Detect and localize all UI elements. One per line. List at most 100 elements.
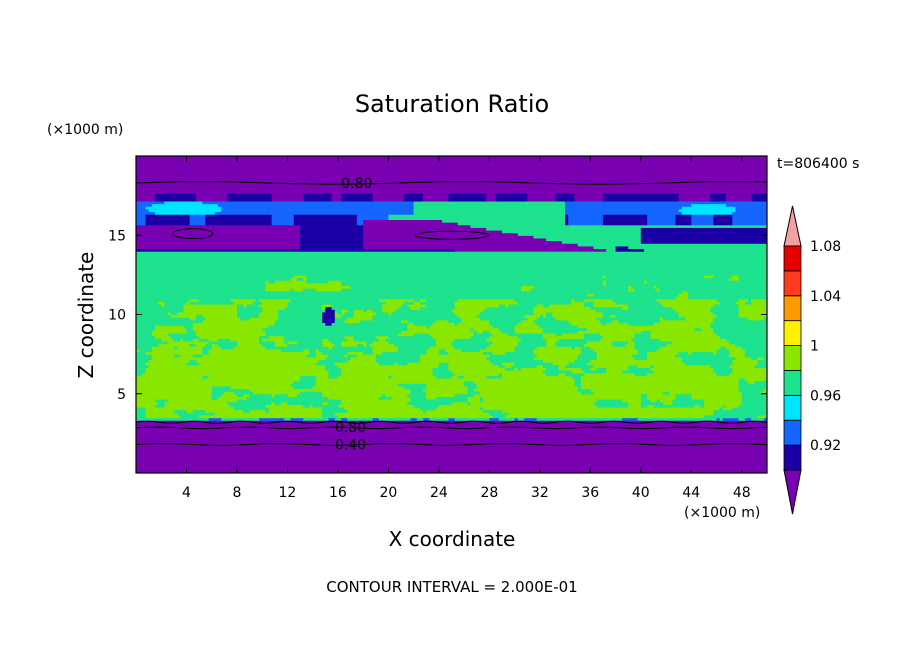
field-cell: [662, 317, 686, 321]
field-cell: [732, 406, 767, 411]
field-cell: [151, 354, 175, 358]
field-cell: [684, 317, 714, 321]
field-cell: [533, 348, 582, 353]
field-cell: [454, 311, 481, 316]
field-cell: [410, 388, 424, 392]
field-cell: [136, 274, 295, 279]
field-cell: [479, 396, 484, 400]
field-cell: [429, 332, 475, 337]
field-cell: [164, 200, 203, 205]
field-cell: [136, 156, 767, 160]
contour-labels: 0.800.800.40: [335, 176, 372, 454]
field-cell: [640, 396, 648, 400]
field-cell: [713, 369, 733, 374]
field-cell: [448, 192, 487, 197]
field-cell: [514, 325, 541, 329]
field-cell: [136, 441, 767, 445]
field-cell: [631, 285, 655, 289]
field-cell: [309, 351, 317, 355]
field-cell: [713, 311, 740, 316]
field-cell: [656, 399, 661, 403]
field-cell: [662, 391, 670, 395]
field-cell: [341, 195, 374, 199]
field-cell: [255, 298, 260, 302]
field-cell: [136, 293, 588, 297]
field-cell: [621, 399, 642, 403]
field-cell: [331, 306, 383, 310]
field-cell: [136, 195, 156, 199]
x-tick-label: 16: [329, 485, 347, 501]
field-cell: [136, 417, 210, 421]
field-cell: [397, 346, 431, 350]
field-cell: [511, 364, 538, 368]
field-cell: [489, 319, 522, 324]
field-cell: [473, 393, 642, 397]
field-cell: [479, 399, 484, 403]
field-cell: [136, 264, 767, 268]
x-axis-ticks: 4 8 12 16 20 24 28 32 36 40 44 48: [182, 156, 751, 501]
field-cell: [391, 375, 437, 379]
field-cell: [334, 309, 342, 313]
field-cell: [136, 303, 162, 308]
field-cell: [388, 214, 566, 218]
field-cell: [372, 192, 405, 197]
field-cell: [410, 399, 468, 403]
field-cell: [277, 317, 323, 321]
field-cell: [675, 396, 692, 400]
field-cell: [303, 348, 311, 353]
field-cell: [732, 369, 767, 374]
field-cell: [596, 404, 629, 408]
field-cell: [265, 409, 270, 413]
field-cell: [748, 380, 755, 384]
field-cell: [281, 401, 289, 405]
field-cell: [634, 343, 667, 347]
field-cell: [542, 335, 585, 339]
field-cell: [341, 417, 348, 421]
colorbar-swatch: [783, 345, 802, 371]
field-cell: [473, 332, 494, 337]
field-cell: [555, 192, 576, 197]
field-cell: [486, 198, 497, 202]
field-cell: [460, 348, 481, 353]
field-cell: [423, 195, 449, 199]
field-cell: [136, 232, 301, 236]
field-cell: [136, 467, 767, 471]
field-cell: [621, 306, 629, 310]
field-cell: [580, 385, 740, 390]
field-cell: [205, 343, 213, 347]
field-cell: [602, 192, 680, 197]
field-cell: [413, 298, 421, 302]
field-cell: [558, 372, 566, 376]
field-cell: [328, 346, 333, 350]
field-cell: [353, 338, 380, 342]
field-cell: [489, 330, 503, 334]
field-cell: [183, 303, 238, 308]
field-cell: [148, 208, 222, 213]
field-cell: [716, 332, 767, 337]
field-cell: [634, 288, 658, 292]
field-cell: [713, 327, 767, 331]
field-cell: [514, 298, 572, 302]
field-cell: [136, 285, 266, 289]
field-cell: [744, 348, 767, 353]
field-cell: [681, 211, 733, 215]
field-cell: [489, 322, 519, 326]
field-cell: [227, 401, 273, 405]
field-cell: [729, 351, 746, 355]
field-cell: [514, 367, 519, 371]
field-cell: [628, 306, 673, 310]
field-cell: [259, 417, 285, 421]
field-cell: [489, 359, 544, 363]
field-cell: [277, 309, 326, 313]
field-cell: [533, 351, 582, 355]
field-cell: [738, 404, 767, 408]
field-cell: [315, 288, 342, 292]
field-cell: [347, 409, 424, 413]
field-cell: [151, 203, 219, 207]
field-cell: [372, 340, 390, 345]
field-cell: [621, 417, 639, 421]
field-cell: [501, 375, 572, 379]
field-cell: [136, 380, 295, 384]
field-cell: [151, 332, 169, 337]
